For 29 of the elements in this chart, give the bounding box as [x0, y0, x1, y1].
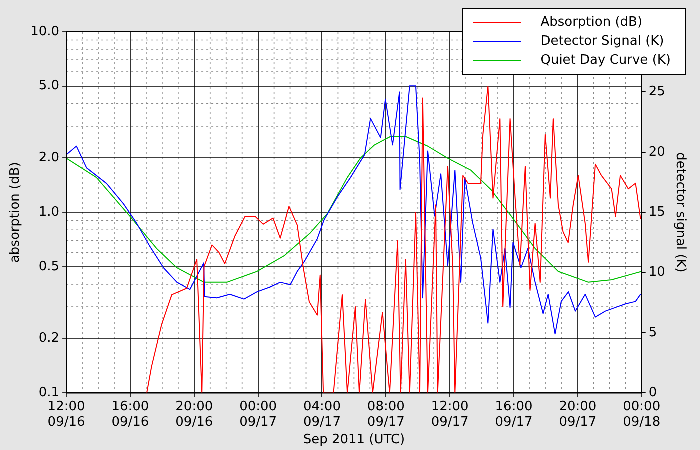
x-tick-label: 08:00 09/17 — [367, 399, 405, 430]
legend-label: Quiet Day Curve (K) — [540, 52, 671, 70]
y2-tick-label: 5 — [648, 325, 658, 340]
y2-tick-label: 15 — [648, 204, 666, 220]
x-tick-label: 12:00 09/16 — [48, 399, 86, 430]
x-tick-label: 00:00 09/17 — [240, 399, 278, 430]
x-tick-label: 16:00 09/17 — [495, 399, 533, 430]
y-tick-label: 0.1 — [38, 386, 60, 401]
y2-tick-label: 10 — [648, 265, 666, 280]
legend-label: Detector Signal (K) — [540, 33, 664, 51]
x-tick-label: 00:00 09/18 — [623, 399, 661, 430]
x-axis-title: Sep 2011 (UTC) — [303, 432, 406, 448]
legend-label: Absorption (dB) — [540, 14, 643, 32]
y2-axis-title: detector signal (K) — [672, 152, 688, 273]
y-tick-label: 0.5 — [38, 259, 60, 274]
y2-tick-label: 25 — [648, 84, 666, 100]
x-tick-label: 20:00 09/17 — [559, 399, 597, 430]
y2-tick-label: 0 — [648, 386, 658, 401]
y-tick-label: 2.0 — [38, 150, 60, 166]
y-axis-title: absorption (dB) — [8, 162, 24, 264]
x-tick-label: 12:00 09/17 — [431, 399, 469, 430]
x-tick-label: 04:00 09/17 — [304, 399, 341, 430]
y-tick-label: 10.0 — [30, 24, 60, 40]
y-tick-label: 5.0 — [38, 78, 60, 94]
y-tick-label: 0.2 — [38, 331, 60, 346]
x-tick-label: 20:00 09/16 — [176, 399, 214, 430]
y-tick-label: 1.0 — [38, 204, 60, 220]
x-tick-label: 16:00 09/16 — [112, 399, 150, 430]
y2-tick-label: 20 — [648, 144, 666, 160]
